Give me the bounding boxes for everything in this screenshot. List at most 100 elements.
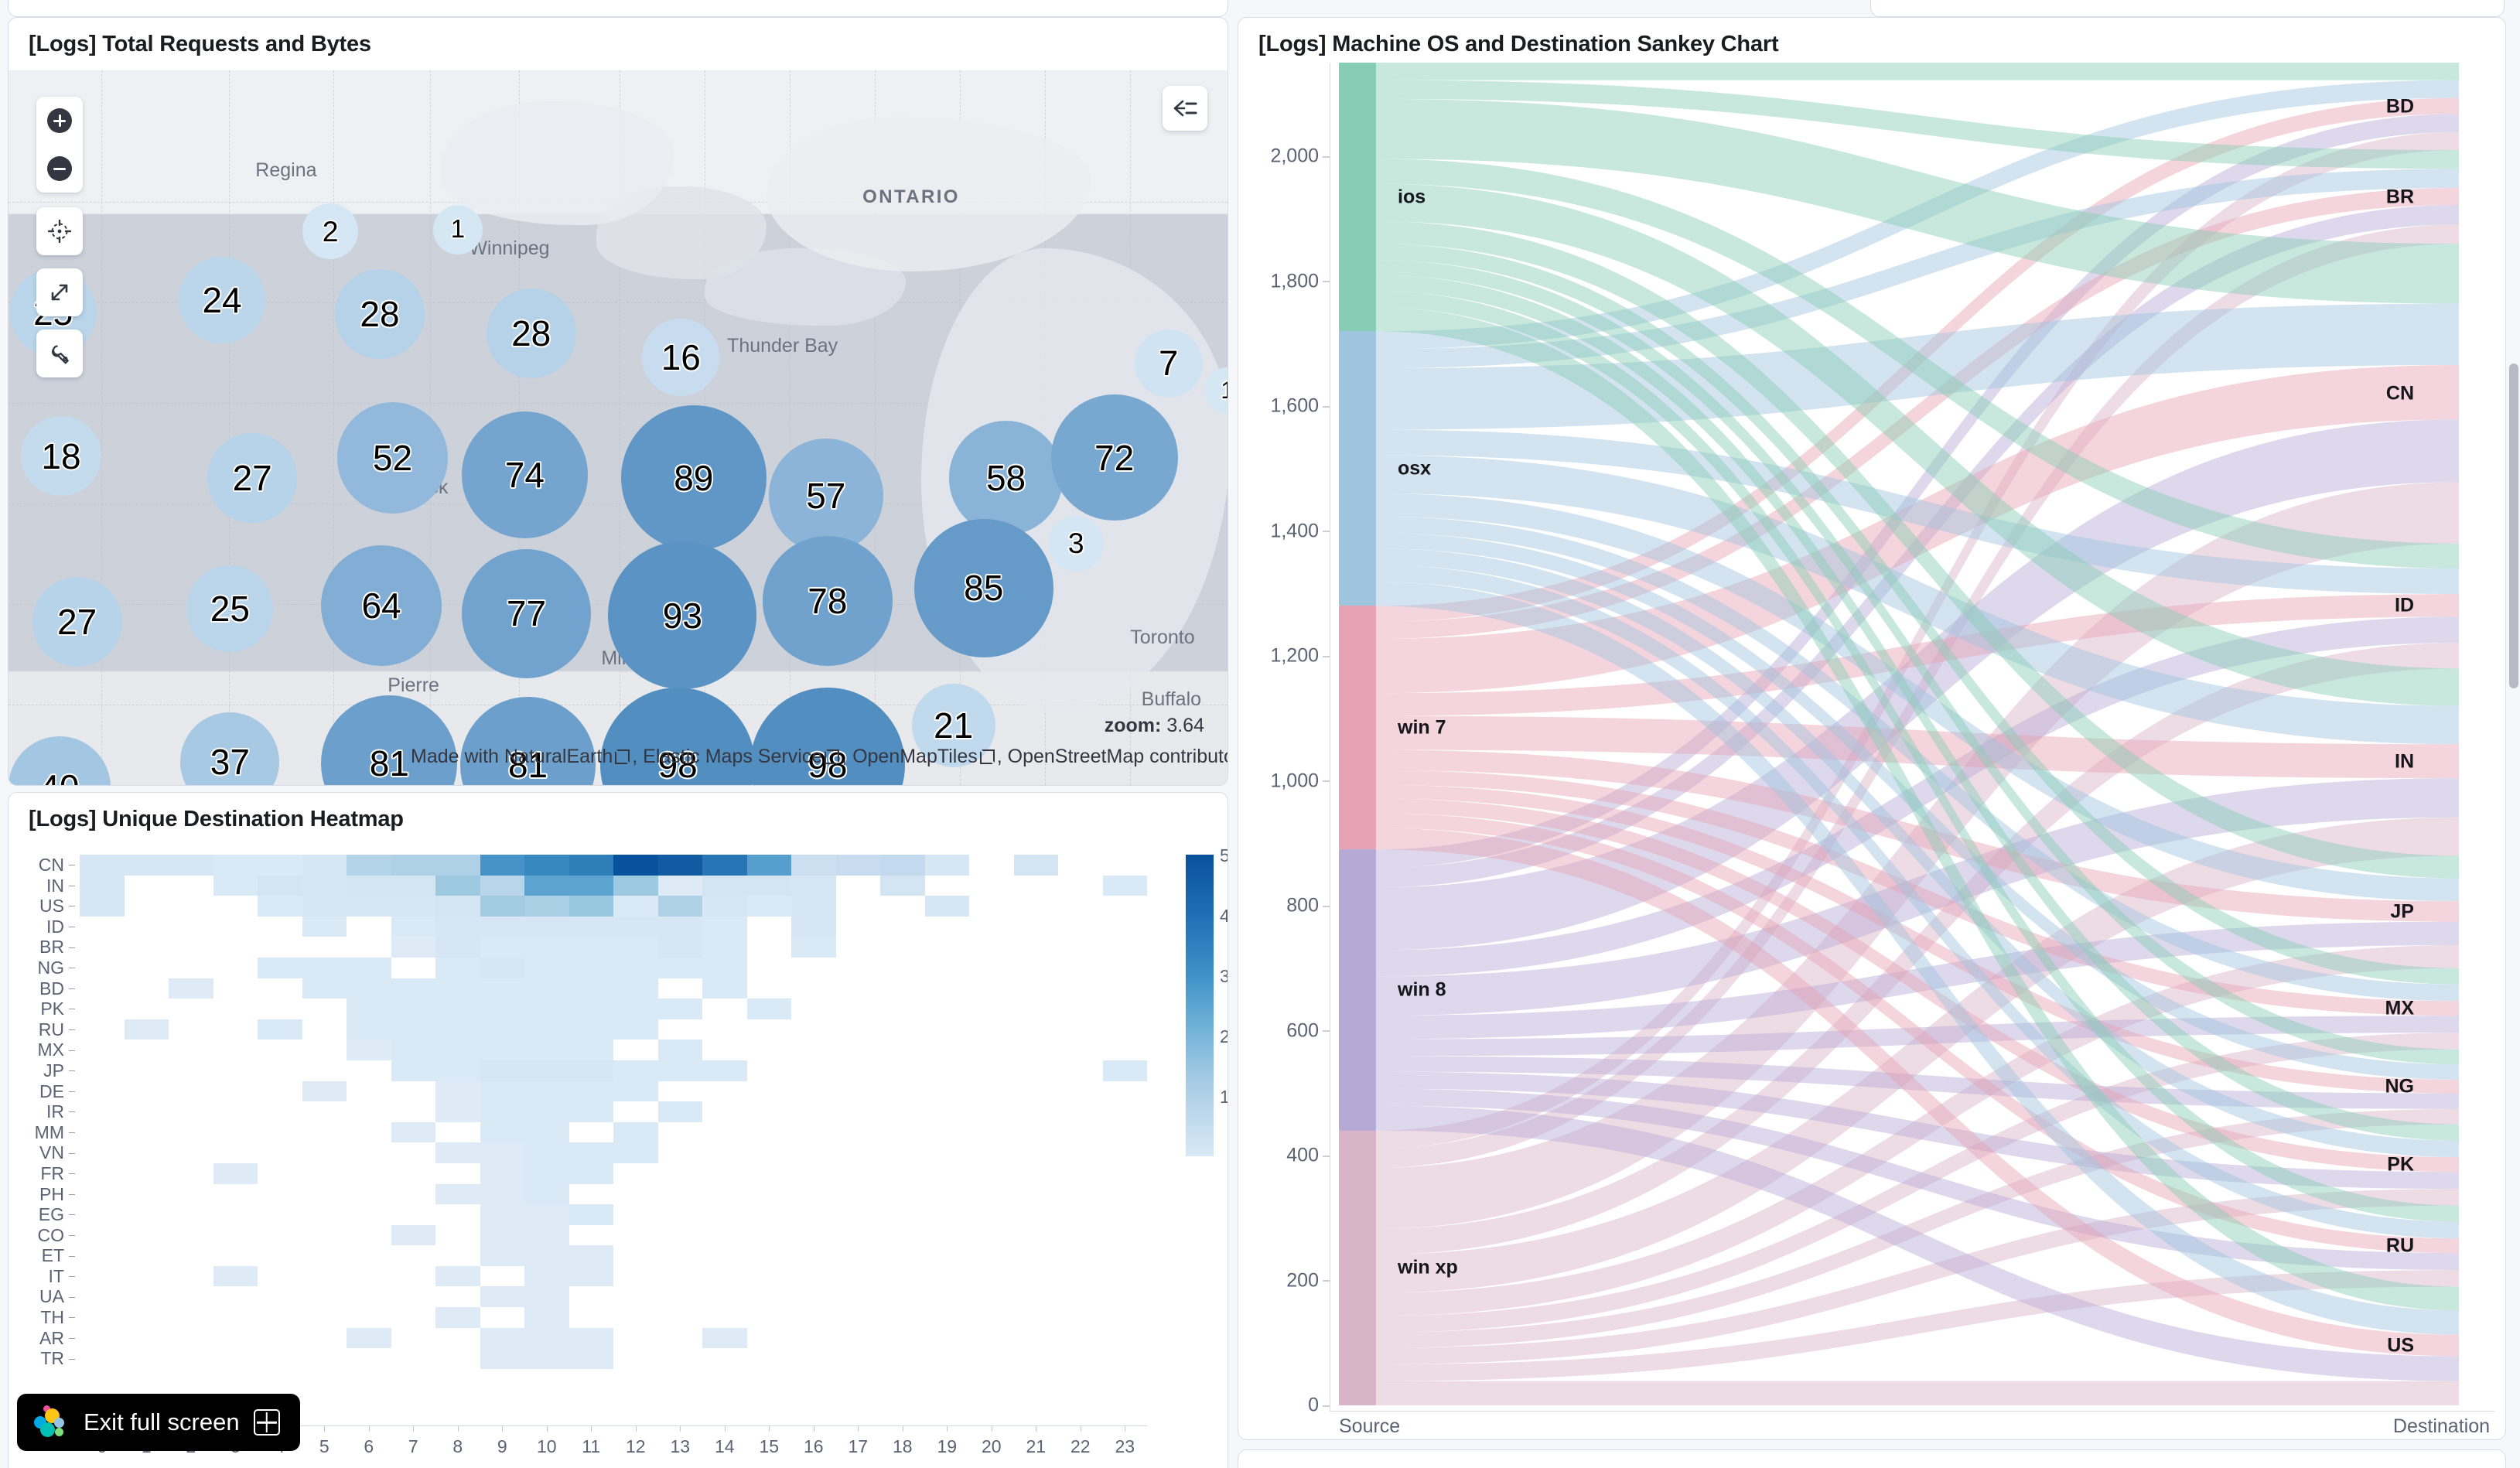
heatmap-cell[interactable] — [302, 896, 347, 917]
heatmap-cell[interactable] — [435, 957, 480, 978]
heatmap-cell[interactable] — [258, 1162, 302, 1184]
heatmap-cell[interactable] — [169, 875, 213, 896]
heatmap-cell[interactable] — [969, 937, 1014, 958]
heatmap-cell[interactable] — [969, 978, 1014, 999]
sankey-destination-node[interactable] — [2459, 1206, 2494, 1287]
heatmap-cell[interactable] — [480, 1060, 524, 1081]
heatmap-cell[interactable] — [391, 916, 435, 937]
heatmap-cell[interactable] — [213, 1348, 258, 1369]
heatmap-cell[interactable] — [613, 1204, 658, 1225]
heatmap-cell[interactable] — [835, 1060, 880, 1081]
heatmap-cell[interactable] — [613, 1348, 658, 1369]
map-cluster-marker[interactable]: 16 — [642, 318, 720, 396]
map-cluster-marker[interactable]: 27 — [32, 576, 122, 667]
heatmap-cell[interactable] — [480, 1142, 524, 1163]
heatmap-cell[interactable] — [613, 875, 658, 896]
heatmap-cell[interactable] — [1013, 875, 1058, 896]
heatmap-cell[interactable] — [657, 1183, 702, 1205]
heatmap-cell[interactable] — [391, 855, 435, 876]
heatmap-cell[interactable] — [569, 1327, 613, 1349]
heatmap-cell[interactable] — [391, 1307, 435, 1328]
heatmap-cell[interactable] — [613, 999, 658, 1019]
heatmap-cell[interactable] — [1013, 1081, 1058, 1102]
attribution-link-omt[interactable]: OpenMapTiles — [852, 746, 978, 767]
heatmap-cell[interactable] — [302, 999, 347, 1019]
heatmap-cell[interactable] — [169, 1204, 213, 1225]
heatmap-cell[interactable] — [1102, 1019, 1147, 1040]
heatmap-cell[interactable] — [835, 1162, 880, 1184]
heatmap-cell[interactable] — [80, 1245, 125, 1266]
heatmap-cell[interactable] — [1058, 1327, 1103, 1349]
heatmap-cell[interactable] — [969, 875, 1014, 896]
heatmap-cell[interactable] — [880, 957, 925, 978]
heatmap-cell[interactable] — [835, 1286, 880, 1308]
heatmap-cell[interactable] — [435, 1121, 480, 1143]
external-link-icon[interactable] — [825, 749, 840, 764]
heatmap-cell[interactable] — [480, 1101, 524, 1122]
heatmap-cell[interactable] — [613, 937, 658, 958]
heatmap-cell[interactable] — [302, 1204, 347, 1225]
heatmap-cell[interactable] — [391, 1348, 435, 1369]
heatmap-cell[interactable] — [835, 1265, 880, 1287]
heatmap-cell[interactable] — [569, 1162, 613, 1184]
heatmap-cell[interactable] — [569, 1121, 613, 1143]
fit-to-data-button[interactable] — [36, 207, 83, 255]
heatmap-cell[interactable] — [1102, 1060, 1147, 1081]
heatmap-cell[interactable] — [613, 978, 658, 999]
heatmap-cell[interactable] — [213, 1183, 258, 1205]
heatmap-cell[interactable] — [169, 999, 213, 1019]
heatmap-cell[interactable] — [1102, 1265, 1147, 1287]
heatmap-cell[interactable] — [924, 937, 969, 958]
heatmap-cell[interactable] — [302, 1348, 347, 1369]
map-cluster-marker[interactable]: 18 — [21, 415, 101, 497]
map-tools-button[interactable] — [36, 329, 83, 377]
heatmap-cell[interactable] — [80, 1101, 125, 1122]
heatmap-cell[interactable] — [480, 1081, 524, 1102]
sankey-destination-node[interactable] — [2459, 244, 2494, 544]
heatmap-cell[interactable] — [835, 937, 880, 958]
heatmap-cell[interactable] — [435, 1204, 480, 1225]
heatmap-cell[interactable] — [169, 1142, 213, 1163]
heatmap-cell[interactable] — [791, 1040, 836, 1060]
heatmap-cell[interactable] — [1102, 1162, 1147, 1184]
heatmap-cell[interactable] — [924, 1060, 969, 1081]
heatmap-cell[interactable] — [1102, 1204, 1147, 1225]
heatmap-cell[interactable] — [213, 855, 258, 876]
heatmap-cell[interactable] — [347, 916, 391, 937]
heatmap-cell[interactable] — [302, 1019, 347, 1040]
heatmap-cell[interactable] — [924, 1101, 969, 1122]
heatmap-cell[interactable] — [258, 1142, 302, 1163]
heatmap-cell[interactable] — [746, 1142, 791, 1163]
heatmap-cell[interactable] — [213, 1142, 258, 1163]
heatmap-cell[interactable] — [924, 1327, 969, 1349]
heatmap-cell[interactable] — [880, 1265, 925, 1287]
heatmap-cell[interactable] — [347, 1204, 391, 1225]
heatmap-cell[interactable] — [302, 1162, 347, 1184]
heatmap-cell[interactable] — [258, 875, 302, 896]
heatmap-cell[interactable] — [347, 1327, 391, 1349]
heatmap-cell[interactable] — [746, 1121, 791, 1143]
heatmap-cell[interactable] — [613, 957, 658, 978]
heatmap-cell[interactable] — [1102, 957, 1147, 978]
heatmap-cell[interactable] — [702, 1183, 747, 1205]
heatmap-cell[interactable] — [169, 1101, 213, 1122]
heatmap-cell[interactable] — [124, 1204, 169, 1225]
heatmap-cell[interactable] — [524, 855, 569, 876]
heatmap-cell[interactable] — [969, 999, 1014, 1019]
heatmap-cell[interactable] — [613, 896, 658, 917]
heatmap-cell[interactable] — [524, 1224, 569, 1246]
heatmap-cell[interactable] — [258, 1307, 302, 1328]
heatmap-cell[interactable] — [924, 999, 969, 1019]
heatmap-cell[interactable] — [569, 875, 613, 896]
heatmap-cell[interactable] — [435, 855, 480, 876]
heatmap-cell[interactable] — [791, 1224, 836, 1246]
heatmap-cell[interactable] — [480, 1204, 524, 1225]
sankey-source-node[interactable] — [1339, 849, 1376, 1131]
heatmap-cell[interactable] — [746, 1162, 791, 1184]
heatmap-cell[interactable] — [347, 1081, 391, 1102]
heatmap-cell[interactable] — [524, 896, 569, 917]
map-zoom-controls[interactable] — [36, 97, 83, 193]
heatmap-cell[interactable] — [391, 999, 435, 1019]
heatmap-cell[interactable] — [1013, 1224, 1058, 1246]
heatmap-cell[interactable] — [969, 1224, 1014, 1246]
